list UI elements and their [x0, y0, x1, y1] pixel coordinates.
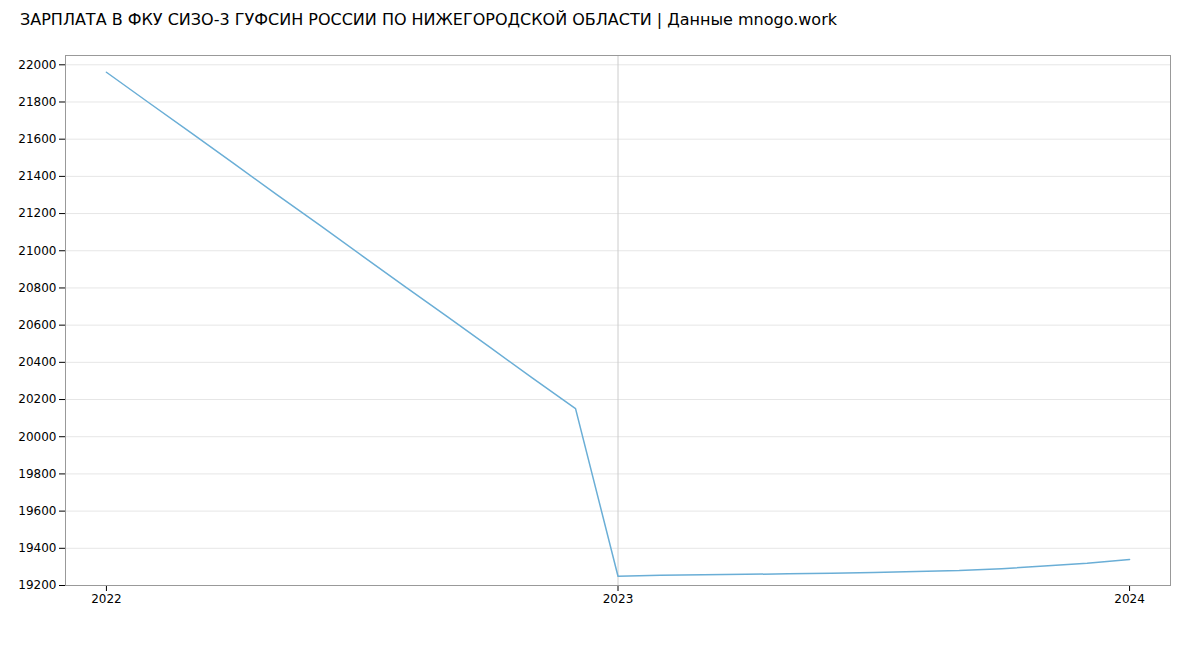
- svg-text:21600: 21600: [18, 132, 56, 146]
- svg-text:21800: 21800: [18, 95, 56, 109]
- svg-text:20800: 20800: [18, 281, 56, 295]
- svg-text:20400: 20400: [18, 355, 56, 369]
- svg-text:2022: 2022: [91, 592, 122, 606]
- svg-text:19600: 19600: [18, 504, 56, 518]
- svg-text:20000: 20000: [18, 430, 56, 444]
- html-text:ЗАРПЛАТА В ФКУ СИЗО-3 ГУФСИН Р: ЗАРПЛАТА В ФКУ СИЗО-3 ГУФСИН РОССИИ ПО Н…: [20, 10, 837, 29]
- svg-text:21200: 21200: [18, 206, 56, 220]
- svg-text:19400: 19400: [18, 541, 56, 555]
- svg-text:2023: 2023: [603, 592, 634, 606]
- svg-text:22000: 22000: [18, 58, 56, 72]
- svg-text:19200: 19200: [18, 578, 56, 592]
- svg-text:20200: 20200: [18, 392, 56, 406]
- svg-text:20600: 20600: [18, 318, 56, 332]
- svg-text:21400: 21400: [18, 169, 56, 183]
- svg-text:2024: 2024: [1114, 592, 1145, 606]
- svg-text:19800: 19800: [18, 467, 56, 481]
- svg-text:21000: 21000: [18, 244, 56, 258]
